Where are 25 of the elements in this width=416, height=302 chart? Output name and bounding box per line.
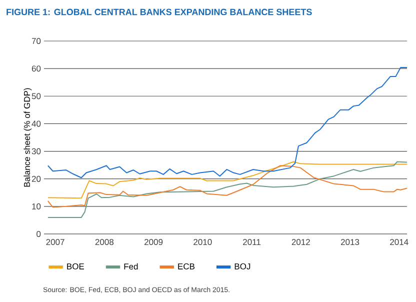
y-tick-label: 50 [32,93,41,100]
line-series [47,165,407,208]
x-tick-label: 2010 [194,239,212,246]
x-tick-label: 2008 [95,239,114,246]
legend-label: ECB [178,263,195,270]
x-tick-label: 2012 [292,239,310,246]
line-series [47,161,407,199]
y-tick-label: 0 [36,230,41,237]
x-tick-label: 2014 [390,239,408,246]
x-tick-label: 2011 [243,239,261,246]
line-series [47,161,407,218]
y-tick-label: 10 [32,203,41,210]
y-tick-label: 70 [32,38,41,44]
y-tick-label: 30 [32,148,41,154]
legend-label: BOJ [234,263,250,270]
x-tick-label: 2009 [144,239,163,246]
x-tick-label: 2013 [340,239,360,246]
y-tick-label: 60 [32,66,41,72]
y-tick-label: 40 [32,120,41,127]
y-tick-label: 20 [32,176,41,182]
chart-title: FIGURE 1: GLOBAL CENTRAL BANKS EXPANDING BALANCE SHEETS [6,8,312,16]
legend-label: BOE [67,263,84,270]
x-tick-label: 2007 [46,239,64,246]
legend-label: Fed [124,263,138,270]
y-axis-title: Balance sheet (% of GDP) [24,88,32,187]
